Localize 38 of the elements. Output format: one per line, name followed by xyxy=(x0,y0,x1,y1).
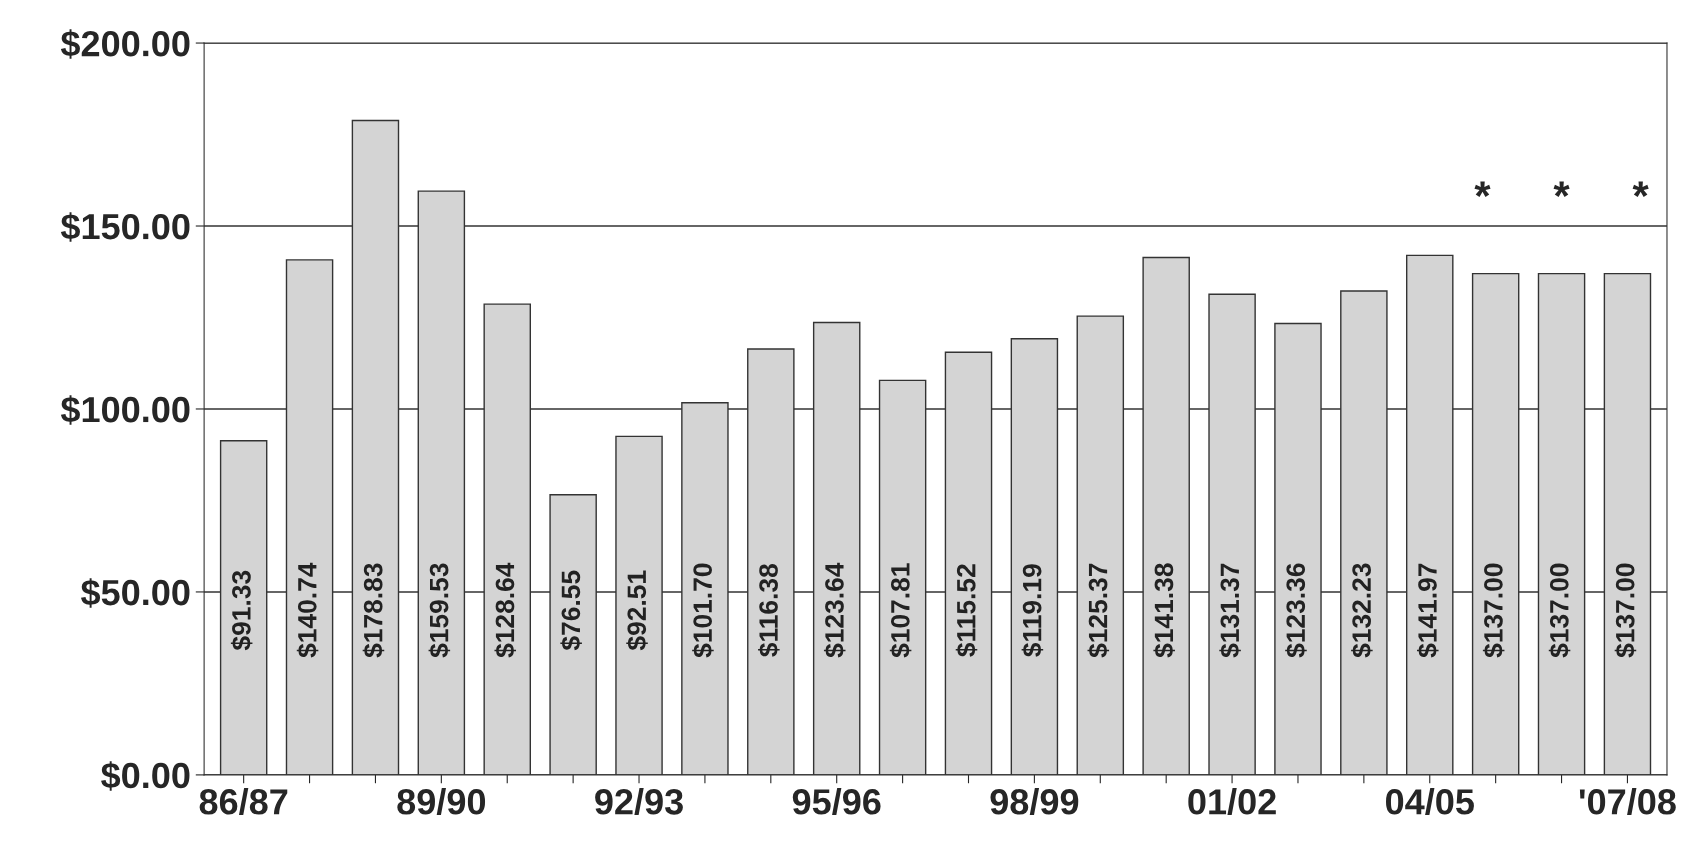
data-label: $76.55 xyxy=(560,570,582,651)
data-label: $137.00 xyxy=(1614,563,1637,658)
x-tick-label: '07/08 xyxy=(1579,788,1676,815)
data-label: $132.23 xyxy=(1351,563,1373,658)
data-label: $101.70 xyxy=(692,563,714,658)
y-tick-label: $150.00 xyxy=(60,212,190,242)
data-label: $91.33 xyxy=(230,570,253,651)
annotation: * xyxy=(1474,181,1491,197)
x-tick-label: 89/90 xyxy=(397,788,486,815)
data-label: $107.81 xyxy=(889,563,912,658)
x-tick-label: 01/02 xyxy=(1188,788,1276,815)
x-tick-label: 98/99 xyxy=(990,788,1079,815)
data-label: $128.64 xyxy=(494,562,517,658)
data-label: $178.83 xyxy=(362,563,385,658)
data-label: $92.51 xyxy=(626,570,648,651)
data-label: $137.00 xyxy=(1548,563,1571,658)
y-tick-label: $0.00 xyxy=(101,761,190,791)
x-tick-label: 92/93 xyxy=(595,788,683,815)
x-tick-label: 04/05 xyxy=(1386,788,1474,815)
data-label: $125.37 xyxy=(1087,563,1110,658)
data-label: $159.53 xyxy=(428,563,451,658)
data-label: $131.37 xyxy=(1219,563,1241,658)
y-tick-label: $100.00 xyxy=(60,395,190,425)
data-label: $123.64 xyxy=(823,562,846,658)
data-label: $123.36 xyxy=(1285,563,1307,658)
data-label: $137.00 xyxy=(1482,563,1505,658)
data-label: $119.19 xyxy=(1021,564,1044,657)
annotation: * xyxy=(1632,181,1649,197)
data-label: $115.52 xyxy=(955,564,978,657)
data-label: $116.38 xyxy=(758,564,780,657)
annotation: * xyxy=(1553,181,1570,197)
data-label: $141.97 xyxy=(1417,563,1439,658)
x-tick-label: 86/87 xyxy=(199,788,288,815)
y-tick-label: $200.00 xyxy=(60,29,190,59)
data-label: $141.38 xyxy=(1153,563,1175,658)
data-label: $140.74 xyxy=(296,562,319,658)
y-tick-label: $50.00 xyxy=(80,578,190,608)
x-tick-label: 95/96 xyxy=(792,788,881,815)
